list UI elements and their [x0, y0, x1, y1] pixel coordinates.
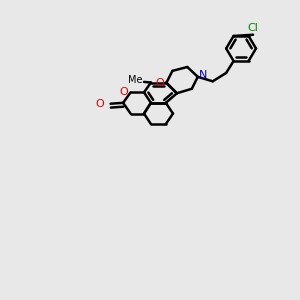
- Text: O: O: [120, 87, 128, 98]
- Text: N: N: [199, 70, 207, 80]
- Text: O: O: [96, 99, 105, 109]
- Text: Cl: Cl: [248, 23, 259, 33]
- Text: O: O: [155, 78, 164, 88]
- Text: Me: Me: [128, 75, 143, 85]
